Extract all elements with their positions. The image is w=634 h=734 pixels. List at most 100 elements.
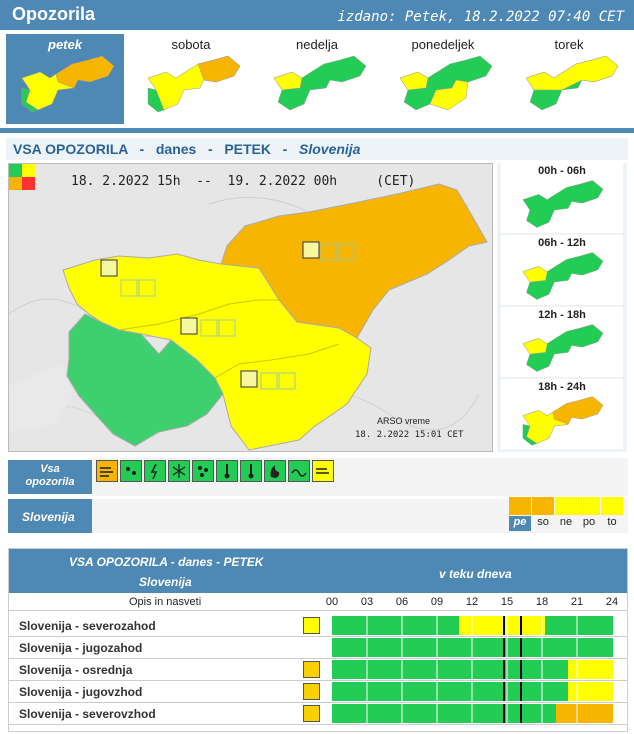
wind-icon[interactable] (303, 705, 320, 722)
divider-bar (0, 128, 634, 133)
wind-icon[interactable] (303, 617, 320, 634)
timeline-bar (332, 638, 613, 657)
table-subheader: Opis in nasveti 00 03 06 09 12 15 18 21 … (9, 595, 627, 611)
time-panel-06-12[interactable]: 06h - 12h (501, 235, 623, 305)
day-tab-nedelja[interactable]: nedelja (258, 34, 376, 124)
time-panel-18-24[interactable]: 18h - 24h (501, 379, 623, 449)
row-region-name: Slovenija - osrednja (19, 663, 133, 677)
wind-gust-icon[interactable] (312, 460, 334, 482)
time-panel-00-06[interactable]: 00h - 06h (501, 163, 623, 233)
day-level-ne[interactable] (555, 497, 577, 515)
row-region-name: Slovenija - severozahod (19, 619, 156, 633)
slovenia-map-icon (522, 252, 604, 300)
table-title: VSA OPOZORILA - danes - PETEK (69, 555, 264, 569)
all-warnings-label-line2: opozorila (25, 476, 75, 488)
section-title-region: Slovenija (299, 141, 361, 157)
row-region-name: Slovenija - severovzhod (19, 707, 156, 721)
slovenia-map-icon (273, 55, 367, 111)
day-label: ponedeljek (411, 37, 475, 52)
slovenia-map-icon (525, 55, 619, 111)
all-warnings-label[interactable]: Vsa opozorila (8, 460, 92, 494)
day-tab-ponedeljek[interactable]: ponedeljek (384, 34, 502, 124)
hour-tick: 03 (360, 596, 374, 608)
hour-tick: 09 (430, 596, 444, 608)
region-label[interactable]: Slovenija (8, 499, 92, 533)
coast-icon[interactable] (288, 460, 310, 482)
slovenia-map-icon (147, 55, 241, 113)
time-panel-12-18[interactable]: 12h - 18h (501, 307, 623, 377)
day-label: torek (554, 37, 584, 52)
wind-icon[interactable] (96, 460, 118, 482)
slovenia-map-icon (522, 324, 604, 372)
day-tab-sobota[interactable]: sobota (132, 34, 250, 124)
day-abbr-so[interactable]: so (537, 516, 549, 528)
hour-tick: 00 (325, 596, 339, 608)
day-tab-torek[interactable]: torek (510, 34, 628, 124)
thunder-icon[interactable] (144, 460, 166, 482)
hour-tick: 24 (605, 596, 619, 608)
time-panel-label: 12h - 18h (538, 309, 586, 321)
hour-tick: 18 (535, 596, 549, 608)
day-level-so[interactable] (532, 497, 554, 515)
slovenia-map-icon (522, 396, 604, 446)
slovenia-map-icon (21, 55, 115, 113)
table-row[interactable]: Slovenija - jugovzhod (9, 681, 627, 703)
slovenia-map-icon (522, 180, 604, 228)
day-tab-petek[interactable]: petek (6, 34, 124, 124)
hour-tick: 06 (395, 596, 409, 608)
snow-icon[interactable] (168, 460, 190, 482)
table-row[interactable]: Slovenija - severovzhod (9, 703, 627, 725)
row-region-name: Slovenija - jugozahod (19, 641, 143, 655)
day-abbr-ne[interactable]: ne (559, 516, 573, 528)
table-during-day: v teku dneva (439, 567, 512, 581)
day-level-po[interactable] (578, 497, 600, 515)
day-label: nedelja (296, 37, 338, 52)
legend-color-squares (9, 164, 35, 190)
time-panel-label: 06h - 12h (538, 237, 586, 249)
day-abbr-po[interactable]: po (582, 516, 596, 528)
all-warnings-label-line1: Vsa (40, 463, 60, 475)
fog-icon[interactable] (192, 460, 214, 482)
table-header: VSA OPOZORILA - danes - PETEK Slovenija … (9, 549, 627, 593)
timeline-bar (332, 682, 613, 701)
timeline-bar (332, 704, 613, 723)
table-region: Slovenija (139, 575, 192, 589)
table-row[interactable]: Slovenija - jugozahod (9, 637, 627, 659)
warnings-table: VSA OPOZORILA - danes - PETEK Slovenija … (8, 548, 628, 732)
map-date-range: 18. 2.2022 15h -- 19. 2.2022 00h (CET) (71, 174, 416, 189)
map-credit: ARSO vreme (377, 416, 431, 426)
app-title: Opozorila (12, 4, 96, 24)
day-abbr-pe[interactable]: pe (509, 516, 531, 531)
row-region-name: Slovenija - jugovzhod (19, 685, 143, 699)
low-temp-icon[interactable] (240, 460, 262, 482)
time-panel-label: 18h - 24h (538, 381, 586, 393)
slovenia-map-icon (399, 55, 493, 111)
day-selector: petek sobota nedelja ponedeljek torek (6, 34, 630, 124)
day-label: petek (48, 37, 82, 52)
main-warning-map[interactable]: 18. 2.2022 15h -- 19. 2.2022 00h (CET) A… (8, 163, 493, 452)
section-title-text: VSA OPOZORILA - danes - PETEK - (13, 141, 299, 157)
timeline-bar (332, 616, 613, 635)
header-bar: Opozorila izdano: Petek, 18.2.2022 07:40… (0, 0, 634, 30)
wind-icon[interactable] (303, 661, 320, 678)
desc-header: Opis in nasveti (129, 596, 202, 608)
rain-icon[interactable] (120, 460, 142, 482)
high-temp-icon[interactable] (216, 460, 238, 482)
slovenia-map (9, 164, 492, 451)
wind-icon[interactable] (303, 683, 320, 700)
section-title: VSA OPOZORILA - danes - PETEK - Slovenij… (6, 138, 628, 160)
fire-icon[interactable] (264, 460, 286, 482)
day-level-to[interactable] (601, 497, 623, 515)
table-row[interactable]: Slovenija - severozahod (9, 615, 627, 637)
timeline-bar (332, 660, 613, 679)
hour-tick: 12 (465, 596, 479, 608)
day-level-pe[interactable] (509, 497, 531, 515)
hour-tick: 15 (500, 596, 514, 608)
time-panel-label: 00h - 06h (538, 165, 586, 177)
day-label: sobota (171, 37, 211, 52)
issued-timestamp: izdano: Petek, 18.2.2022 07:40 CET (337, 9, 624, 25)
hour-tick: 21 (570, 596, 584, 608)
map-credit-timestamp: 18. 2.2022 15:01 CET (355, 430, 464, 440)
table-row[interactable]: Slovenija - osrednja (9, 659, 627, 681)
day-abbr-to[interactable]: to (607, 516, 617, 528)
